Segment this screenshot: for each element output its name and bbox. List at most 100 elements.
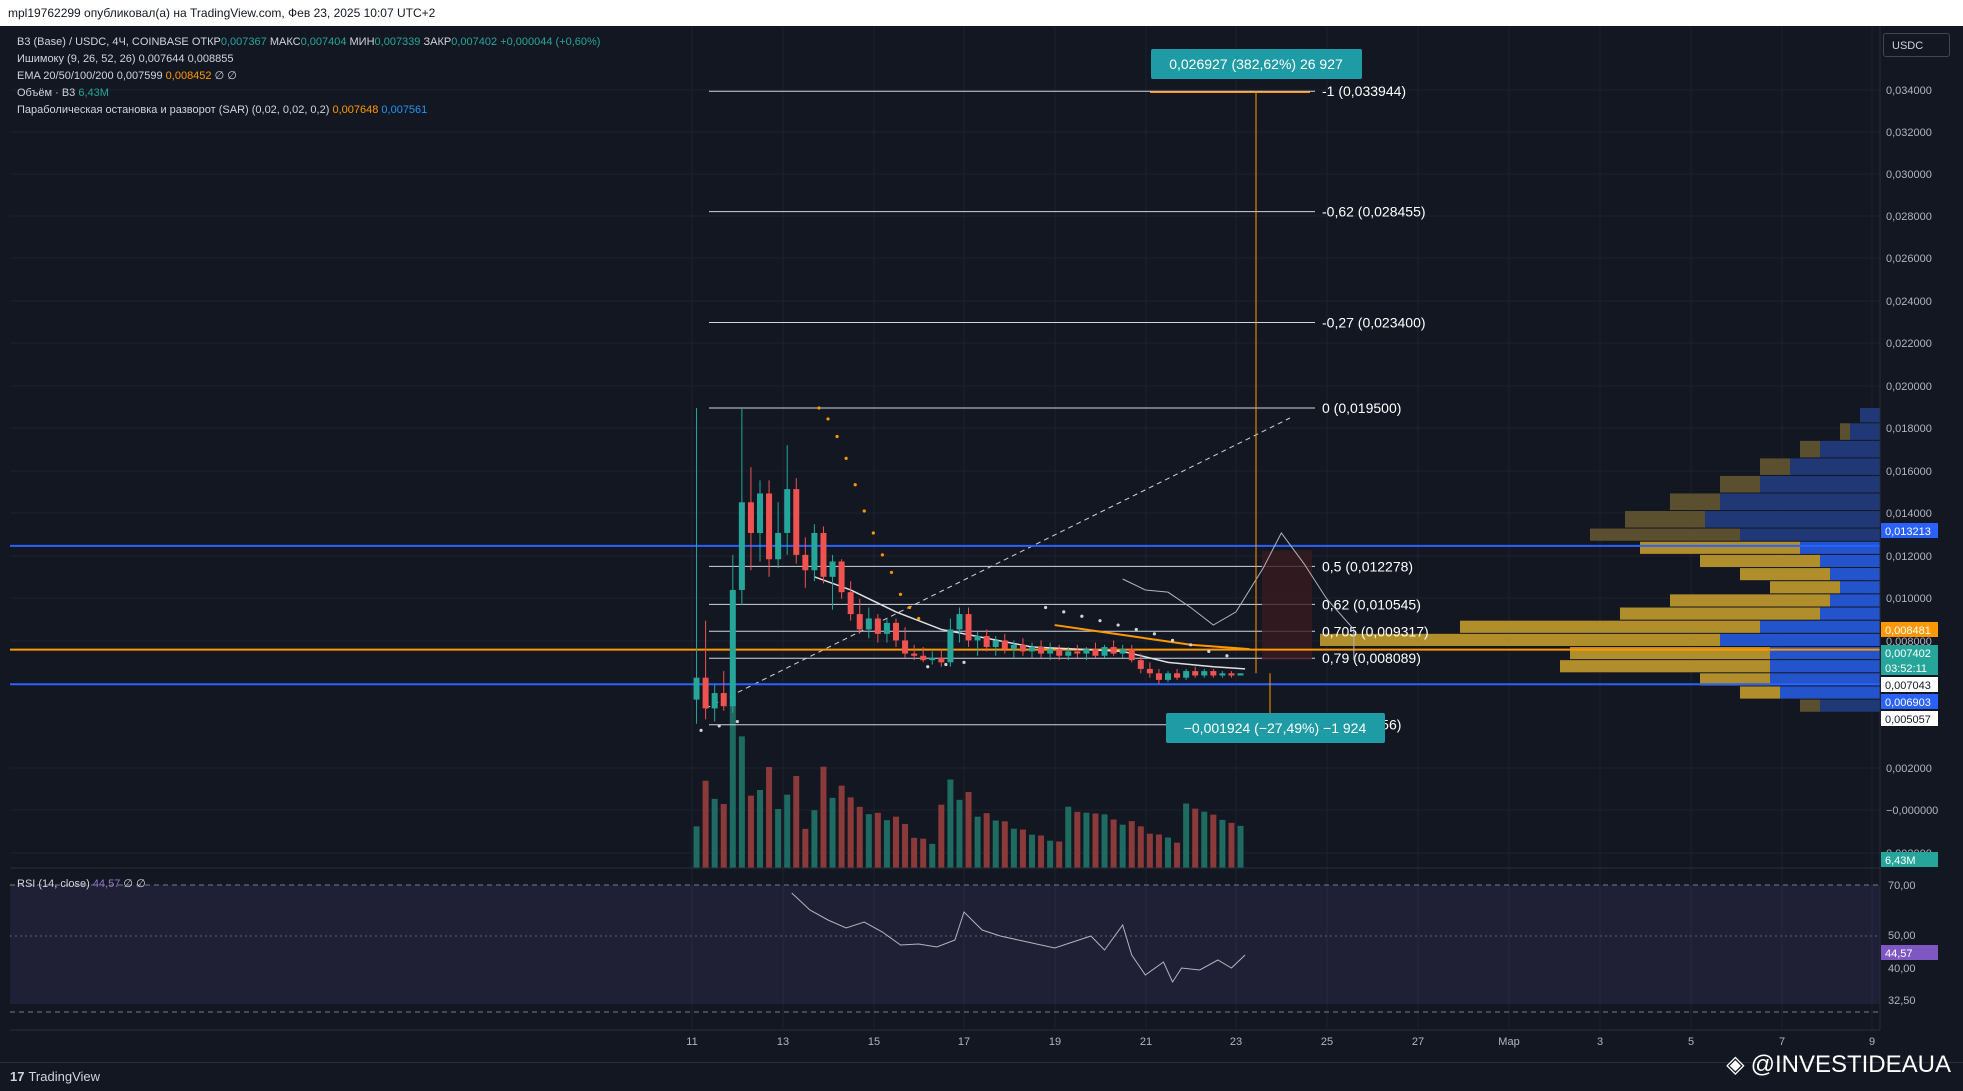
sar-dot	[1062, 610, 1066, 614]
time-tick-label: 15	[868, 1036, 880, 1048]
candle-body	[711, 693, 718, 709]
price-tick-label: 0,020000	[1886, 381, 1932, 393]
price-tick-label: 0,030000	[1886, 169, 1932, 181]
candle-body	[1074, 651, 1081, 654]
footer-bar: 17 TradingView	[0, 1062, 1963, 1091]
rsi-label[interactable]: RSI (14, close)	[17, 878, 90, 890]
candle-body	[738, 502, 745, 590]
time-tick-label: 3	[1597, 1036, 1603, 1048]
time-tick-label: 23	[1230, 1036, 1242, 1048]
price-tag	[1881, 523, 1938, 538]
price-tag-label: 0,006903	[1885, 697, 1931, 709]
rsi-tick-label: 32,50	[1888, 995, 1916, 1007]
chart-area[interactable]: -1 (0,033944) -0,62 (0,028455) -0,27 (0,02…	[0, 26, 1963, 1062]
candle-body	[1001, 640, 1008, 650]
candle-body	[1010, 644, 1017, 650]
sar-dot	[926, 665, 930, 669]
sar-dot	[889, 570, 894, 575]
volume-profile-bar-up	[1625, 511, 1705, 528]
volume-bar	[893, 816, 899, 868]
candle-body	[1228, 673, 1235, 676]
currency-button[interactable]: USDC	[1883, 33, 1950, 57]
rsi-legend[interactable]: RSI (14, close) 44,57 ∅ ∅	[17, 877, 146, 890]
volume-bar	[1228, 822, 1235, 868]
candle-body	[847, 592, 854, 615]
volume-bar	[711, 798, 718, 868]
volume-bar	[829, 797, 836, 868]
ema-value-1: 0,007599	[116, 70, 163, 82]
volume-bar	[720, 804, 727, 868]
candle-body	[974, 636, 981, 641]
volume-bar	[702, 780, 709, 868]
tradingview-brand: TradingView	[28, 1069, 101, 1084]
currency-label[interactable]: USDC	[1892, 40, 1924, 52]
target-zone	[1262, 550, 1312, 661]
volume-profile-bar-down	[1860, 407, 1880, 423]
volume-bar	[1119, 824, 1126, 868]
sar-dot	[826, 417, 830, 421]
volume-profile-bar-down	[1820, 607, 1880, 620]
volume-profile-bar-up	[1460, 620, 1760, 633]
fib-level-label: -0,62 (0,028455)	[1322, 204, 1426, 220]
candle-body	[729, 589, 736, 707]
symbol-label[interactable]: B3 (Base) / USDC, 4Ч, COINBASE	[17, 36, 189, 48]
volume-bar	[1210, 814, 1217, 868]
candle-body	[1101, 646, 1108, 656]
candle-body	[766, 493, 773, 560]
ohlc-close-label: ЗАКР	[423, 36, 452, 48]
ichimoku-value-2: 0,008855	[187, 53, 234, 65]
time-tick-label: 27	[1412, 1036, 1424, 1048]
volume-profile-bar-up	[1800, 699, 1820, 712]
price-axis-bg	[1880, 26, 1963, 1062]
candle-body	[1192, 671, 1199, 676]
price-tag	[1881, 660, 1938, 675]
candle-body	[1128, 649, 1135, 661]
price-tick-label: 0,014000	[1886, 508, 1932, 520]
price-tag-label: 0,005057	[1885, 714, 1931, 726]
ema-value-3: ∅	[214, 70, 225, 82]
volume-label[interactable]: Объём · B3	[17, 87, 76, 99]
candle-body	[811, 532, 818, 571]
legend-ema-row[interactable]: EMA 20/50/100/200 0,007599 0,008452 ∅ ∅	[17, 68, 600, 85]
candle-body	[911, 653, 918, 656]
sar-dot	[898, 592, 903, 596]
price-tick-label: 0,012000	[1886, 551, 1932, 563]
sar-label[interactable]: Параболическая остановка и разворот (SAR…	[17, 104, 330, 116]
volume-bar	[784, 794, 791, 868]
legend-volume-row[interactable]: Объём · B3 6,43M	[17, 85, 600, 102]
volume-profile-bar-up	[1560, 660, 1770, 673]
price-tag	[1881, 622, 1938, 637]
volume-bar	[1047, 840, 1054, 868]
volume-value: 6,43M	[78, 87, 109, 99]
volume-bar	[766, 767, 773, 868]
ichimoku-label[interactable]: Ишимоку (9, 26, 52, 26)	[17, 53, 136, 65]
legend-ichimoku-row[interactable]: Ишимоку (9, 26, 52, 26) 0,007644 0,00885…	[17, 51, 600, 68]
legend-symbol-row[interactable]: B3 (Base) / USDC, 4Ч, COINBASE ОТКР0,007…	[17, 34, 600, 51]
fib-level-label: -1 (0,033944)	[1322, 83, 1406, 99]
price-tag	[1881, 694, 1938, 709]
ohlc-open-value: 0,007367	[220, 36, 267, 48]
price-chart[interactable]: -1 (0,033944) -0,62 (0,028455) -0,27 (0,02…	[0, 26, 1963, 1062]
candle-body	[947, 629, 954, 663]
candle-body	[1219, 673, 1226, 676]
volume-bar	[956, 799, 963, 868]
legend-sar-row[interactable]: Параболическая остановка и разворот (SAR…	[17, 102, 600, 119]
indicator-legend: B3 (Base) / USDC, 4Ч, COINBASE ОТКР0,007…	[17, 34, 600, 119]
ema-label[interactable]: EMA 20/50/100/200	[17, 70, 114, 82]
volume-bar	[992, 820, 999, 868]
price-tick-label: −0,000000	[1886, 805, 1938, 817]
candle-body	[1056, 649, 1063, 656]
sar-dot	[944, 662, 948, 667]
sar-dot	[1189, 643, 1193, 647]
ichimoku-cloud-line	[1122, 532, 1355, 661]
sar-dot	[699, 728, 703, 732]
rsi-band	[10, 885, 1880, 1004]
volume-bar	[902, 824, 909, 868]
sar-dot	[735, 719, 739, 724]
tradingview-logo[interactable]: 17 TradingView	[10, 1069, 100, 1084]
fib-level-label: -0,27 (0,023400)	[1322, 314, 1426, 330]
candle-body	[1119, 649, 1126, 654]
candle-body	[1165, 673, 1171, 680]
time-tick-label: Мар	[1498, 1036, 1520, 1048]
candle-body	[720, 693, 727, 707]
